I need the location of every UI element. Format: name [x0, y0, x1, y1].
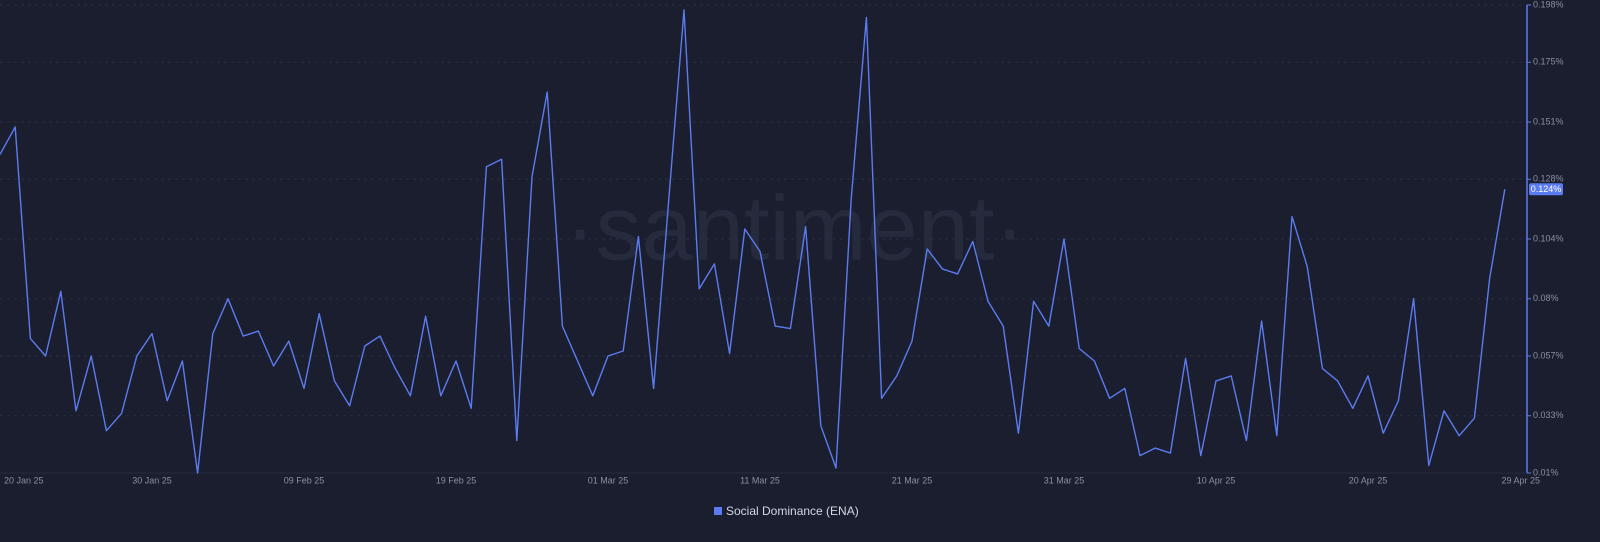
- x-tick-label: 20 Jan 25: [4, 475, 44, 485]
- y-tick-label: 0.151%: [1533, 116, 1564, 126]
- x-tick-label: 21 Mar 25: [892, 475, 933, 485]
- x-tick-label: 30 Jan 25: [132, 475, 172, 485]
- x-tick-label: 01 Mar 25: [588, 475, 629, 485]
- legend-swatch: [714, 507, 722, 515]
- y-tick-label: 0.198%: [1533, 0, 1564, 9]
- x-tick-label: 19 Feb 25: [436, 475, 477, 485]
- last-value-badge: [1529, 183, 1563, 196]
- watermark: ·santiment·: [565, 177, 1025, 279]
- x-tick-label: 11 Mar 25: [740, 475, 780, 485]
- x-tick-label: 20 Apr 25: [1349, 475, 1388, 485]
- x-tick-label: 10 Apr 25: [1197, 475, 1236, 485]
- y-tick-label: 0.033%: [1533, 410, 1564, 420]
- y-tick-label: 0.104%: [1533, 233, 1564, 243]
- last-value-label: 0.124%: [1531, 184, 1562, 194]
- y-tick-label: 0.175%: [1533, 57, 1564, 67]
- x-tick-label: 09 Feb 25: [284, 475, 325, 485]
- y-tick-label: 0.08%: [1533, 293, 1559, 303]
- x-tick-label: 31 Mar 25: [1044, 475, 1085, 485]
- y-tick-label: 0.128%: [1533, 174, 1564, 184]
- y-tick-label: 0.01%: [1533, 467, 1559, 477]
- legend-label: Social Dominance (ENA): [726, 504, 859, 518]
- y-tick-label: 0.057%: [1533, 350, 1564, 360]
- x-tick-label: 29 Apr 25: [1501, 475, 1540, 485]
- series-line: [0, 9, 1506, 474]
